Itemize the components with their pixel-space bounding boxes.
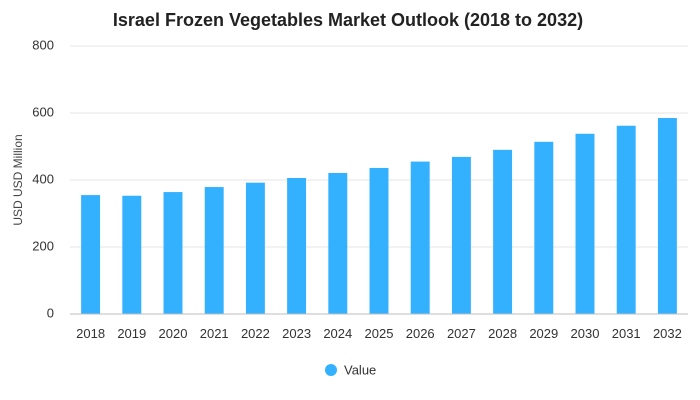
x-tick-label: 2022: [241, 326, 270, 341]
x-tick-label: 2027: [447, 326, 476, 341]
bar-2019[interactable]: [122, 195, 142, 314]
x-tick-label: 2018: [76, 326, 105, 341]
y-tick-label: 0: [47, 305, 54, 320]
bar-2020[interactable]: [163, 192, 183, 314]
y-tick-label: 400: [32, 171, 54, 186]
x-tick-label: 2030: [571, 326, 600, 341]
legend-label-value: Value: [344, 362, 376, 377]
y-axis-ticks: 0 200 400 600 800: [32, 37, 54, 320]
y-tick-label: 800: [32, 37, 54, 52]
bar-2022[interactable]: [245, 182, 265, 314]
y-tick-label: 200: [32, 238, 54, 253]
x-tick-label: 2025: [365, 326, 394, 341]
x-tick-label: 2029: [529, 326, 558, 341]
x-tick-label: 2020: [159, 326, 188, 341]
bar-2032[interactable]: [657, 118, 677, 315]
x-tick-label: 2019: [117, 326, 146, 341]
x-tick-label: 2023: [282, 326, 311, 341]
legend-marker-value: [325, 364, 337, 376]
bar-2031[interactable]: [616, 125, 636, 314]
bar-2021[interactable]: [204, 187, 224, 314]
x-tick-label: 2024: [323, 326, 352, 341]
x-tick-label: 2032: [653, 326, 682, 341]
bar-2029[interactable]: [534, 141, 554, 314]
bar-2030[interactable]: [575, 133, 595, 314]
bar-2023[interactable]: [287, 177, 307, 314]
bars: [81, 118, 677, 315]
bar-2026[interactable]: [410, 161, 430, 314]
bar-2027[interactable]: [451, 156, 471, 314]
x-axis-ticks: 2018 2019 2020 2021 2022 2023 2024 2025 2026 2027…: [76, 326, 682, 341]
x-tick-label: 2026: [406, 326, 435, 341]
bar-2028[interactable]: [493, 149, 513, 314]
chart-title: Israel Frozen Vegetables Market Outlook …: [113, 10, 583, 30]
x-tick-label: 2028: [488, 326, 517, 341]
bar-2024[interactable]: [328, 172, 348, 314]
y-axis-title: USD USD Million: [11, 134, 25, 225]
legend[interactable]: Value: [325, 362, 376, 377]
x-tick-label: 2031: [612, 326, 641, 341]
y-tick-label: 600: [32, 104, 54, 119]
x-tick-label: 2021: [200, 326, 229, 341]
bar-2018[interactable]: [81, 195, 101, 314]
bar-2025[interactable]: [369, 167, 389, 314]
